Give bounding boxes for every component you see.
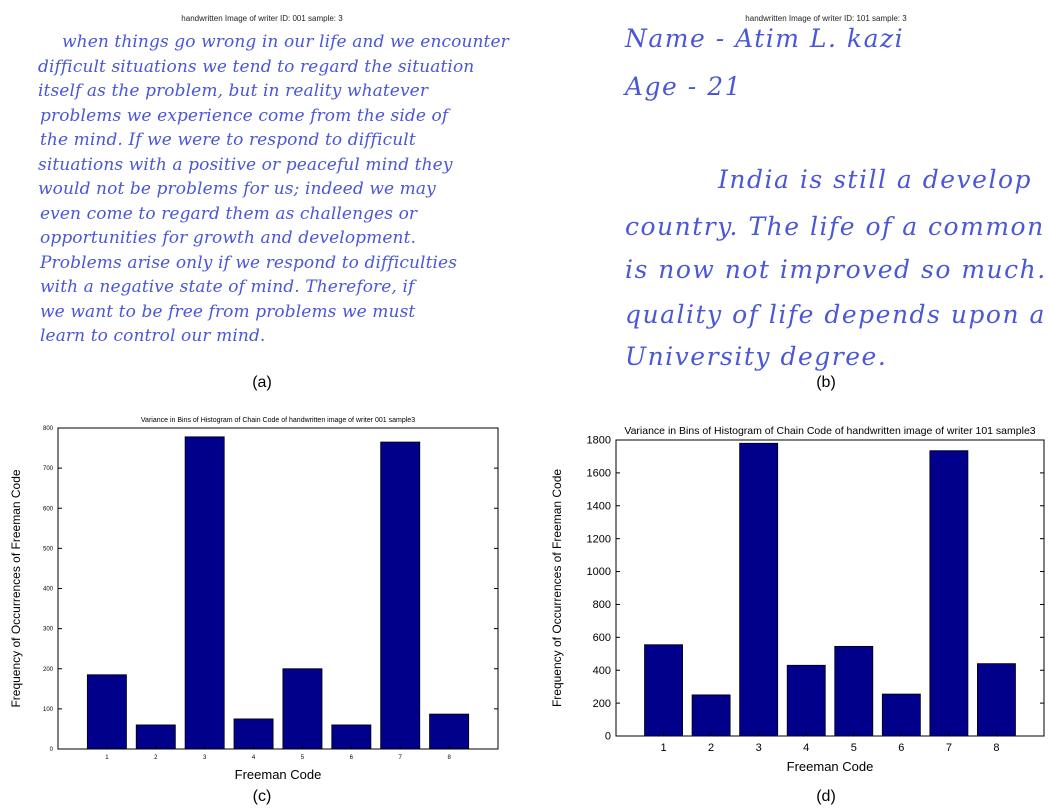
bar-6: [881, 693, 921, 737]
bar-6: [331, 724, 372, 750]
handwriting-a-line: opportunities for growth and development…: [40, 228, 417, 248]
x-tick-label: 5: [851, 742, 857, 754]
handwriting-b-line: quality of life depends upon a: [625, 300, 1046, 329]
handwriting-b-line: University degree.: [625, 342, 888, 371]
handwriting-a-line: problems we experience come from the sid…: [40, 105, 449, 126]
handwriting-a-line: itself as the problem, but in reality wh…: [38, 81, 429, 101]
handwriting-b-line: is now not improved so much.: [625, 255, 1047, 284]
x-tick-label: 4: [803, 742, 809, 754]
bar-5: [282, 668, 323, 750]
bar-8: [977, 663, 1016, 737]
handwriting-a-line: even come to regard them as challenges o…: [40, 203, 418, 224]
y-tick-label: 200: [43, 667, 54, 673]
y-tick-label: 800: [43, 426, 54, 432]
y-tick-label: 0: [605, 731, 611, 743]
handwriting-a-line: Problems arise only if we respond to dif…: [40, 252, 458, 273]
plot-frame: [615, 439, 1045, 737]
x-tick-label: 3: [756, 742, 762, 754]
x-tick-label: 7: [946, 742, 952, 754]
y-tick-label: 600: [593, 632, 611, 644]
handwriting-b-line: India is still a develop: [718, 165, 1033, 194]
handwriting-a-line: we want to be free from problems we must: [40, 301, 416, 322]
bar-2: [135, 724, 176, 750]
bar-8: [429, 713, 470, 750]
panel-a-title: handwritten Image of writer ID: 001 samp…: [181, 14, 343, 23]
handwriting-a-line: learn to control our mind.: [40, 326, 266, 346]
y-tick-label: 1200: [587, 533, 611, 545]
x-axis-label: Freeman Code: [235, 767, 322, 782]
x-tick-label: 6: [350, 755, 354, 761]
y-tick-label: 300: [43, 627, 54, 633]
chart-c: Variance in Bins of Histogram of Chain C…: [9, 417, 499, 782]
bar-7: [929, 450, 969, 737]
y-tick-label: 200: [593, 698, 611, 710]
bar-1: [644, 644, 683, 737]
x-axis-label: Freeman Code: [787, 759, 874, 774]
y-tick-label: 700: [43, 466, 54, 472]
y-tick-label: 1000: [587, 566, 611, 578]
handwriting-b-line: Name - Atim L. kazi: [625, 24, 905, 53]
handwriting-a-line: with a negative state of mind. Therefore…: [40, 277, 415, 297]
handwriting-b-line: Age - 21: [625, 72, 743, 101]
chart-title: Variance in Bins of Histogram of Chain C…: [624, 425, 1035, 437]
handwriting-a-line: the mind. If we were to respond to diffi…: [40, 130, 416, 150]
y-tick-label: 400: [43, 587, 54, 593]
bar-5: [834, 645, 874, 737]
x-tick-label: 5: [301, 755, 305, 761]
x-tick-label: 2: [154, 755, 158, 761]
bar-3: [184, 436, 225, 750]
y-tick-label: 500: [43, 546, 54, 552]
x-tick-label: 3: [203, 755, 207, 761]
x-tick-label: 6: [898, 742, 904, 754]
handwriting-a-line: would not be problems for us; indeed we …: [38, 179, 436, 199]
y-tick-label: 1600: [587, 468, 611, 480]
y-axis-label: Frequency of Occurrences of Freeman Code: [9, 469, 23, 707]
x-tick-label: 7: [399, 755, 403, 761]
y-tick-label: 800: [593, 599, 611, 611]
x-tick-label: 4: [252, 755, 256, 761]
y-tick-label: 600: [43, 506, 54, 512]
panel-a-caption: (a): [252, 374, 272, 391]
x-tick-label: 1: [660, 742, 666, 754]
bar-3: [739, 442, 779, 737]
y-tick-label: 1800: [587, 435, 611, 447]
y-tick-label: 0: [50, 747, 54, 753]
panel-b-caption: (b): [816, 374, 836, 391]
chart-d-caption: (d): [816, 788, 836, 805]
handwriting-a-line: when things go wrong in our life and we …: [62, 32, 509, 52]
y-axis-label: Frequency of Occurrences of Freeman Code: [550, 469, 564, 707]
handwriting-a-line: difficult situations we tend to regard t…: [38, 56, 475, 77]
x-tick-label: 8: [447, 755, 451, 761]
y-tick-label: 400: [593, 665, 611, 677]
x-tick-label: 8: [993, 742, 999, 754]
bar-4: [233, 718, 274, 750]
bar-1: [86, 674, 127, 750]
chart-title: Variance in Bins of Histogram of Chain C…: [141, 417, 415, 424]
x-tick-label: 1: [105, 755, 109, 761]
y-tick-label: 100: [43, 707, 54, 713]
bar-4: [786, 664, 826, 737]
panel-b-title: handwritten Image of writer ID: 101 samp…: [745, 14, 907, 23]
bar-2: [691, 694, 731, 737]
x-tick-label: 2: [708, 742, 714, 754]
handwriting-a-line: situations with a positive or peaceful m…: [38, 154, 453, 175]
bar-7: [380, 441, 421, 750]
chart-d: Variance in Bins of Histogram of Chain C…: [550, 425, 1045, 774]
handwriting-b-line: country. The life of a common r: [625, 212, 1049, 241]
y-tick-label: 1400: [587, 500, 611, 512]
chart-c-caption: (c): [252, 788, 272, 805]
